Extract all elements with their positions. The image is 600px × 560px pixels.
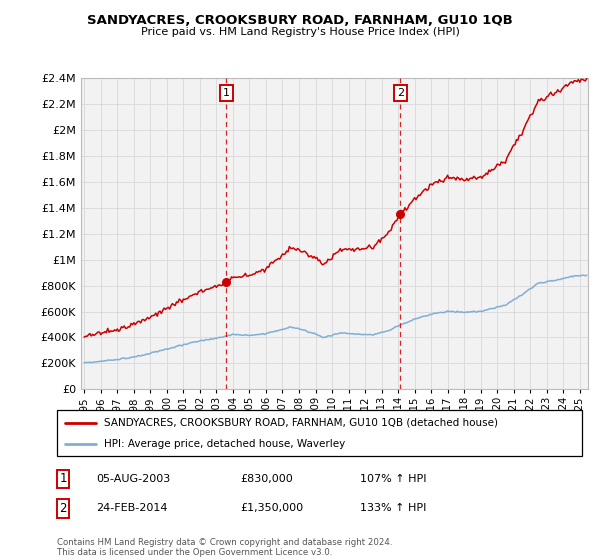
Text: 1: 1 [59,472,67,486]
Text: 107% ↑ HPI: 107% ↑ HPI [360,474,427,484]
Text: 2: 2 [397,88,404,98]
Text: 05-AUG-2003: 05-AUG-2003 [96,474,170,484]
Text: 133% ↑ HPI: 133% ↑ HPI [360,503,427,514]
Text: £1,350,000: £1,350,000 [240,503,303,514]
Text: 2: 2 [59,502,67,515]
Text: SANDYACRES, CROOKSBURY ROAD, FARNHAM, GU10 1QB: SANDYACRES, CROOKSBURY ROAD, FARNHAM, GU… [87,14,513,27]
Text: Price paid vs. HM Land Registry's House Price Index (HPI): Price paid vs. HM Land Registry's House … [140,27,460,37]
Text: 24-FEB-2014: 24-FEB-2014 [96,503,167,514]
Text: SANDYACRES, CROOKSBURY ROAD, FARNHAM, GU10 1QB (detached house): SANDYACRES, CROOKSBURY ROAD, FARNHAM, GU… [104,418,498,428]
Text: HPI: Average price, detached house, Waverley: HPI: Average price, detached house, Wave… [104,439,346,449]
Text: 1: 1 [223,88,230,98]
Text: Contains HM Land Registry data © Crown copyright and database right 2024.
This d: Contains HM Land Registry data © Crown c… [57,538,392,557]
Text: £830,000: £830,000 [240,474,293,484]
